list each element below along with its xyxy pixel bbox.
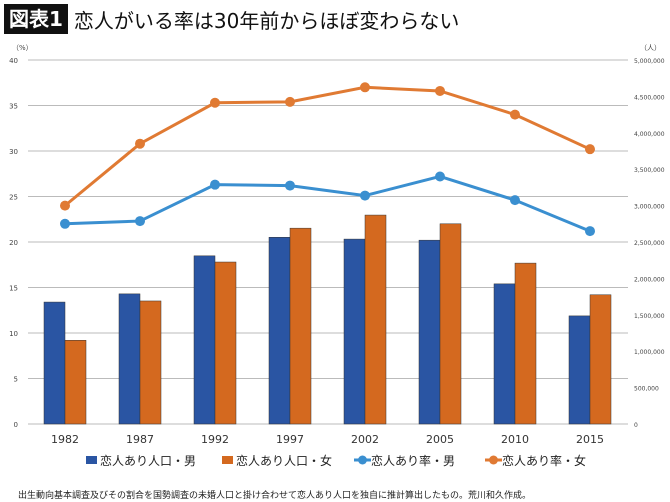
point-male-1997 — [285, 180, 295, 191]
bar-male-2010 — [493, 283, 516, 425]
x-tick-label: 2010 — [501, 433, 529, 446]
left-tick-label: 30 — [9, 148, 18, 156]
left-tick-label: 15 — [9, 285, 18, 293]
right-tick-label: 4,500,000 — [634, 94, 665, 101]
point-male-1987 — [135, 216, 145, 227]
title-text: 恋人がいる率は30年前からほぼ変わらない — [73, 8, 460, 33]
line-male-rate — [64, 174, 591, 233]
point-male-1992 — [210, 179, 220, 190]
point-female-2005 — [435, 85, 445, 96]
left-axis-unit: （%） — [12, 44, 33, 52]
point-male-2015 — [585, 226, 595, 237]
right-tick-label: 3,000,000 — [634, 204, 665, 211]
point-female-1982 — [60, 200, 70, 211]
point-male-2002 — [360, 190, 370, 201]
bar-female-1992 — [214, 261, 237, 425]
legend-label: 恋人あり人口・女 — [236, 453, 332, 468]
legend-marker — [489, 455, 498, 465]
legend-marker — [358, 455, 367, 465]
chart-title: 図表1 恋人がいる率は30年前からほぼ変わらない — [4, 4, 459, 34]
point-female-1992 — [210, 97, 220, 108]
bar-female-2002 — [364, 214, 387, 425]
bar-male-1987 — [118, 293, 141, 425]
bar-female-1982 — [64, 340, 87, 425]
x-tick-label: 1992 — [201, 433, 229, 446]
right-tick-label: 5,000,000 — [634, 58, 665, 65]
bar-female-2005 — [439, 223, 462, 425]
x-tick-label: 2015 — [576, 433, 604, 446]
left-tick-label: 10 — [9, 330, 18, 338]
bar-female-2010 — [514, 262, 537, 425]
x-tick-label: 1982 — [51, 433, 79, 446]
point-female-1997 — [285, 96, 295, 107]
figure-badge: 図表1 — [4, 4, 68, 34]
x-tick-label: 1997 — [276, 433, 304, 446]
x-tick-label: 2005 — [426, 433, 454, 446]
bar-female-2015 — [589, 294, 612, 425]
bar-male-2015 — [568, 315, 591, 425]
x-tick-label: 2002 — [351, 433, 379, 446]
legend-label: 恋人あり人口・男 — [100, 453, 196, 468]
bar-male-2002 — [343, 238, 366, 425]
left-tick-label: 0 — [14, 421, 18, 429]
right-axis-unit: （人） — [640, 44, 661, 52]
bar-female-1997 — [289, 227, 312, 425]
right-tick-label: 1,000,000 — [634, 349, 665, 356]
right-tick-label: 0 — [634, 422, 638, 429]
left-tick-label: 5 — [14, 376, 18, 384]
bar-male-1997 — [268, 237, 291, 425]
bar-male-1992 — [193, 255, 216, 425]
right-tick-label: 2,000,000 — [634, 276, 665, 283]
bar-female-1987 — [139, 300, 162, 425]
legend-swatch — [222, 456, 233, 464]
left-tick-label: 35 — [9, 103, 18, 111]
point-male-2010 — [510, 195, 520, 206]
bar-male-2005 — [418, 239, 441, 425]
right-tick-label: 2,500,000 — [634, 240, 665, 247]
point-female-2002 — [360, 82, 370, 93]
point-female-2015 — [585, 144, 595, 155]
line-female-rate — [64, 85, 591, 207]
legend-label: 恋人あり率・女 — [502, 453, 586, 468]
right-tick-label: 3,500,000 — [634, 167, 665, 174]
right-tick-label: 1,500,000 — [634, 313, 665, 320]
point-female-2010 — [510, 109, 520, 120]
legend-swatch — [86, 456, 97, 464]
bar-male-1982 — [43, 301, 66, 425]
left-tick-label: 40 — [9, 57, 18, 65]
point-male-2005 — [435, 171, 445, 182]
x-tick-label: 1987 — [126, 433, 154, 446]
left-tick-label: 20 — [9, 239, 18, 247]
point-male-1982 — [60, 218, 70, 229]
right-tick-label: 500,000 — [634, 386, 659, 393]
point-female-1987 — [135, 138, 145, 149]
legend-label: 恋人あり率・男 — [371, 453, 455, 468]
right-tick-label: 4,000,000 — [634, 131, 665, 138]
source-note: 出生動向基本調査及びその割合を国勢調査の未婚人口と掛け合わせて恋人あり人口を独自… — [18, 491, 532, 501]
left-tick-label: 25 — [9, 194, 18, 202]
